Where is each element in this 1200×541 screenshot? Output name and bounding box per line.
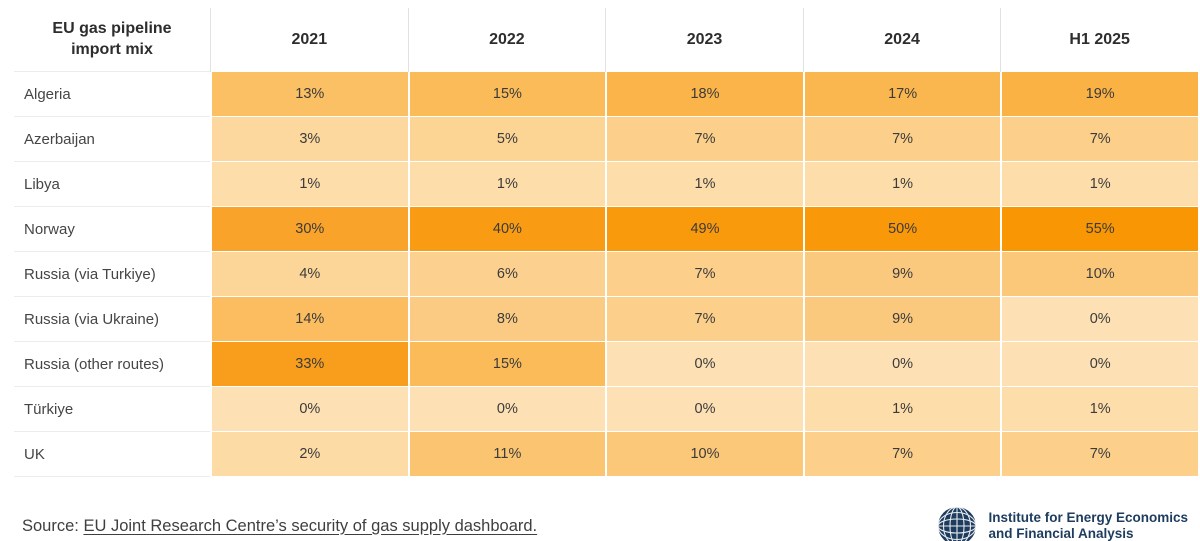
ieefa-globe-icon xyxy=(937,506,978,541)
row-label: Russia (other routes) xyxy=(14,342,210,387)
heatmap-cell: 10% xyxy=(1000,252,1198,297)
table-row: Russia (via Ukraine) 14% 8% 7% 9% 0% xyxy=(14,297,1198,342)
table-row: Algeria 13% 15% 18% 17% 19% xyxy=(14,72,1198,117)
heatmap-cell: 7% xyxy=(605,117,803,162)
source-note: Source: EU Joint Research Centre’s secur… xyxy=(22,517,537,536)
corner-header: EU gas pipeline import mix xyxy=(14,8,210,72)
heatmap-cell: 7% xyxy=(1000,432,1198,477)
source-prefix: Source: xyxy=(22,516,84,535)
row-label: Russia (via Ukraine) xyxy=(14,297,210,342)
import-mix-table: EU gas pipeline import mix 2021 2022 2023… xyxy=(14,8,1198,477)
heatmap-cell: 7% xyxy=(802,117,1001,162)
heatmap-cell: 14% xyxy=(210,297,408,342)
column-header-2022: 2022 xyxy=(407,8,606,72)
column-header-2024: 2024 xyxy=(802,8,1001,72)
heatmap-cell: 0% xyxy=(605,342,803,387)
heatmap-cell: 7% xyxy=(605,297,803,342)
row-label: Algeria xyxy=(14,72,210,117)
heatmap-cell: 6% xyxy=(407,252,606,297)
heatmap-cell: 13% xyxy=(210,72,408,117)
heatmap-cell: 33% xyxy=(210,342,408,387)
row-label: Azerbaijan xyxy=(14,117,210,162)
table-row: Norway 30% 40% 49% 50% 55% xyxy=(14,207,1198,252)
column-header-2023: 2023 xyxy=(605,8,803,72)
row-label: UK xyxy=(14,432,210,477)
table-header-row: EU gas pipeline import mix 2021 2022 2023… xyxy=(14,8,1198,72)
heatmap-cell: 55% xyxy=(1000,207,1198,252)
heatmap-cell: 1% xyxy=(407,162,606,207)
heatmap-cell: 7% xyxy=(802,432,1001,477)
heatmap-cell: 0% xyxy=(605,387,803,432)
heatmap-cell: 1% xyxy=(1000,387,1198,432)
heatmap-cell: 15% xyxy=(407,72,606,117)
table-row: Libya 1% 1% 1% 1% 1% xyxy=(14,162,1198,207)
heatmap-cell: 1% xyxy=(802,162,1001,207)
table-row: Russia (via Turkiye) 4% 6% 7% 9% 10% xyxy=(14,252,1198,297)
footer: Source: EU Joint Research Centre’s secur… xyxy=(22,503,1188,541)
table-row: Türkiye 0% 0% 0% 1% 1% xyxy=(14,387,1198,432)
ieefa-logo-line2: and Financial Analysis xyxy=(988,526,1134,541)
heatmap-cell: 0% xyxy=(407,387,606,432)
heatmap-cell: 1% xyxy=(802,387,1001,432)
table-row: UK 2% 11% 10% 7% 7% xyxy=(14,432,1198,477)
heatmap-cell: 9% xyxy=(802,297,1001,342)
ieefa-logo-line1: Institute for Energy Economics xyxy=(988,510,1188,526)
heatmap-cell: 5% xyxy=(407,117,606,162)
table-row: Azerbaijan 3% 5% 7% 7% 7% xyxy=(14,117,1198,162)
heatmap-cell: 1% xyxy=(1000,162,1198,207)
heatmap-cell: 49% xyxy=(605,207,803,252)
heatmap-cell: 7% xyxy=(605,252,803,297)
column-header-h1-2025: H1 2025 xyxy=(1000,8,1198,72)
row-label: Norway xyxy=(14,207,210,252)
heatmap-cell: 50% xyxy=(802,207,1001,252)
heatmap-cell: 1% xyxy=(605,162,803,207)
heatmap-cell: 19% xyxy=(1000,72,1198,117)
heatmap-cell: 3% xyxy=(210,117,408,162)
heatmap-cell: 40% xyxy=(407,207,606,252)
corner-header-text: EU gas pipeline import mix xyxy=(52,19,172,58)
heatmap-cell: 1% xyxy=(210,162,408,207)
heatmap-cell: 11% xyxy=(407,432,606,477)
row-label: Russia (via Turkiye) xyxy=(14,252,210,297)
column-header-2021: 2021 xyxy=(210,8,408,72)
ieefa-logo: Institute for Energy Economics and Finan… xyxy=(934,503,1188,541)
heatmap-cell: 10% xyxy=(605,432,803,477)
ieefa-logo-text: Institute for Energy Economics and Finan… xyxy=(988,510,1188,541)
heatmap-cell: 0% xyxy=(1000,297,1198,342)
source-link[interactable]: EU Joint Research Centre’s security of g… xyxy=(83,516,538,535)
heatmap-cell: 2% xyxy=(210,432,408,477)
heatmap-cell: 18% xyxy=(605,72,803,117)
table-row: Russia (other routes) 33% 15% 0% 0% 0% xyxy=(14,342,1198,387)
heatmap-cell: 0% xyxy=(1000,342,1198,387)
heatmap-cell: 17% xyxy=(802,72,1001,117)
heatmap-cell: 15% xyxy=(407,342,606,387)
heatmap-cell: 0% xyxy=(802,342,1001,387)
heatmap-cell: 30% xyxy=(210,207,408,252)
heatmap-cell: 8% xyxy=(407,297,606,342)
heatmap-cell: 0% xyxy=(210,387,408,432)
heatmap-cell: 9% xyxy=(802,252,1001,297)
table-body: Algeria 13% 15% 18% 17% 19% Azerbaijan 3% 5% 7% 7%… xyxy=(14,72,1198,477)
row-label: Libya xyxy=(14,162,210,207)
heatmap-cell: 7% xyxy=(1000,117,1198,162)
heatmap-cell: 4% xyxy=(210,252,408,297)
row-label: Türkiye xyxy=(14,387,210,432)
